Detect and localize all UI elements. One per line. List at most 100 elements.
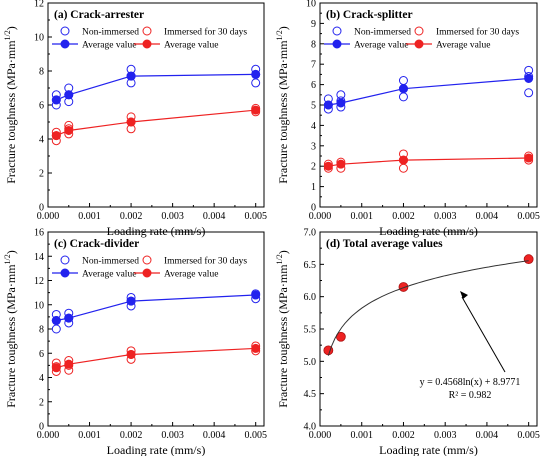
y-axis-label-main: Fracture toughness (MPa·mm <box>276 40 290 184</box>
average-point <box>398 155 408 165</box>
y-tick-label: 7 <box>311 60 316 71</box>
y-tick-label: 7.0 <box>304 228 317 239</box>
x-tick-label: 0.003 <box>161 430 184 441</box>
annotation-arrow-shaft <box>461 296 506 373</box>
y-tick-label: 8 <box>39 325 44 336</box>
y-axis-label-close: ) <box>276 26 290 30</box>
x-tick-label: 0.004 <box>476 430 499 441</box>
y-tick-label: 14 <box>34 252 44 263</box>
y-tick-label: 4 <box>39 135 44 146</box>
average-line <box>328 77 529 106</box>
legend-marker-filled <box>414 39 424 49</box>
panel-title: (d) Total average values <box>326 238 443 250</box>
x-tick-label: 0.002 <box>120 430 143 441</box>
average-point <box>336 159 346 169</box>
y-tick-label: 4 <box>39 373 44 384</box>
x-tick-label: 0.001 <box>78 211 101 222</box>
legend-label: Average value <box>354 41 408 51</box>
annotation-arrow-head <box>460 291 468 299</box>
y-tick-label: 1 <box>311 182 316 193</box>
x-axis-label: Loading rate (mm/s) <box>379 224 478 238</box>
y-axis-label-main: Fracture toughness (MPa·mm <box>4 40 18 184</box>
y-tick-label: 5.0 <box>304 357 317 368</box>
legend-label: Average value <box>82 41 136 51</box>
raw-data-point <box>336 90 346 100</box>
y-axis-label-main: Fracture toughness (MPa·mm <box>276 264 290 408</box>
y-tick-label: 6.0 <box>304 292 317 303</box>
y-tick-label: 12 <box>34 276 44 287</box>
average-line <box>56 347 256 369</box>
x-tick-label: 0.001 <box>78 430 101 441</box>
average-point <box>398 84 408 94</box>
average-point <box>336 98 346 108</box>
x-tick-label: 0.003 <box>161 211 184 222</box>
average-point <box>64 313 74 323</box>
y-tick-label: 10 <box>34 33 44 44</box>
legend-marker-open <box>60 255 70 265</box>
y-tick-label: 5 <box>311 101 316 112</box>
average-point <box>51 363 61 373</box>
y-tick-label: 8 <box>39 67 44 78</box>
fit-curve <box>327 260 529 356</box>
y-axis-label-close: ) <box>276 250 290 254</box>
y-tick-label: 6.5 <box>304 260 317 271</box>
legend-label: Immersed for 30 days <box>436 27 519 38</box>
panel-2: 0.000 0.001 0.002 0.003 0.004 0.005 0 1 2 3 4 5 6 7 8 9… <box>275 0 540 238</box>
average-point <box>251 69 261 79</box>
y-axis-label-sup: 1/2 <box>275 254 284 264</box>
y-tick-label: 9 <box>311 19 316 30</box>
x-axis-label: Loading rate (mm/s) <box>107 224 206 238</box>
x-tick-label: 0.003 <box>434 211 457 222</box>
legend-marker-open <box>60 26 70 36</box>
x-tick-label: 0.002 <box>392 211 415 222</box>
average-point <box>251 290 261 300</box>
average-point <box>126 117 136 127</box>
average-line <box>56 73 256 101</box>
average-point <box>126 349 136 359</box>
y-axis-label-close: ) <box>4 250 18 254</box>
average-point <box>126 296 136 306</box>
x-tick-label: 0.000 <box>37 430 60 441</box>
y-tick-label: 2 <box>311 162 316 173</box>
raw-data-point <box>251 78 261 88</box>
y-axis-label: Fracture toughness (MPa·mm1/2) <box>275 250 290 408</box>
average-point <box>323 100 333 110</box>
legend-marker-filled <box>60 268 70 278</box>
x-tick-label: 0.005 <box>517 430 540 441</box>
legend-label: Average value <box>82 270 136 280</box>
y-tick-label: 2 <box>39 169 44 180</box>
y-tick-label: 4 <box>311 121 316 132</box>
y-tick-label: 0 <box>39 203 44 214</box>
y-axis-label-sup: 1/2 <box>3 254 12 264</box>
legend-label: Non-immersed <box>82 257 139 267</box>
legend-marker-filled <box>142 268 152 278</box>
raw-data-point <box>524 65 534 75</box>
x-tick-label: 0.004 <box>203 211 226 222</box>
average-point <box>251 105 261 115</box>
x-tick-label: 0.002 <box>120 211 143 222</box>
x-axis-label: Loading rate (mm/s) <box>379 443 478 456</box>
y-axis-label: Fracture toughness (MPa·mm1/2) <box>3 26 18 184</box>
y-tick-label: 6 <box>311 80 316 91</box>
legend-marker-open <box>142 255 152 265</box>
average-point <box>64 90 74 100</box>
raw-data-point <box>398 76 408 86</box>
plot-frame <box>319 231 538 427</box>
average-line <box>328 157 529 167</box>
y-tick-label: 10 <box>306 0 316 10</box>
raw-data-point <box>51 324 61 334</box>
legend-label: Average value <box>436 41 490 51</box>
panel-4: 0.000 0.001 0.002 0.003 0.004 0.005 4.0 4.5 5.0 5… <box>275 228 540 456</box>
y-tick-label: 5.5 <box>304 325 317 336</box>
y-tick-label: 6 <box>39 349 44 360</box>
legend-marker-open <box>332 26 342 36</box>
raw-data-point <box>524 88 534 98</box>
average-line <box>56 109 256 137</box>
x-tick-label: 0.002 <box>392 430 415 441</box>
x-tick-label: 0.005 <box>244 211 267 222</box>
average-point <box>64 126 74 135</box>
x-tick-label: 0.003 <box>434 430 457 441</box>
y-tick-label: 4.0 <box>304 422 317 433</box>
y-axis-label: Fracture toughness (MPa·mm1/2) <box>275 26 290 184</box>
